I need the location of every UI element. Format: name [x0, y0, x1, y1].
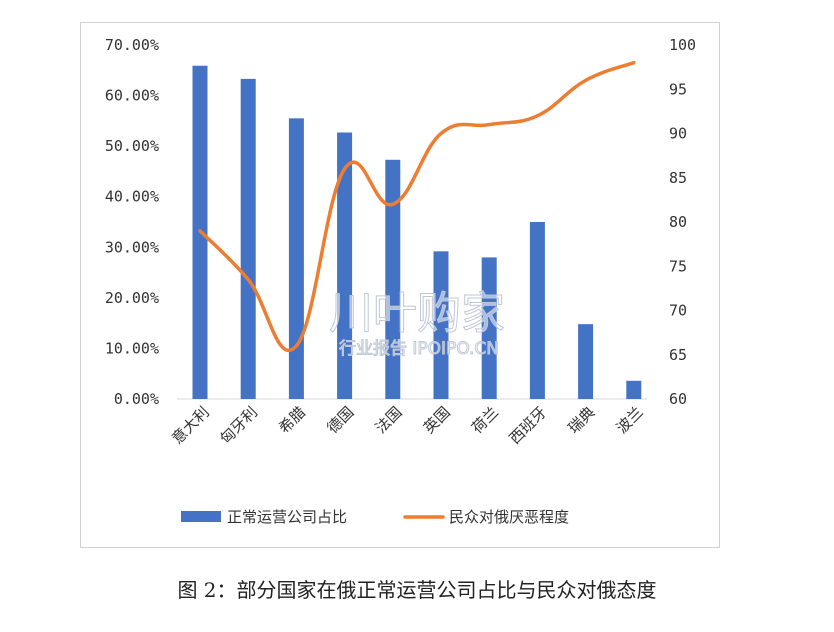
y-right-tick-label: 100 [669, 36, 696, 54]
combo-chart: 0.00% 10.00% 20.00% 30.00% 40.00% 50.00% 60.00… [105, 36, 696, 526]
bar [529, 222, 545, 399]
bar [481, 257, 497, 399]
x-category-label: 德国 [323, 403, 357, 437]
y-left-tick-label: 0.00% [114, 390, 159, 408]
y-right-tick-label: 80 [669, 213, 687, 231]
x-category-label: 意大利 [168, 403, 213, 448]
legend-bar-swatch [181, 511, 221, 522]
y-right-tick-label: 85 [669, 169, 687, 187]
watermark: 川叶购家 行业报告 IPOIPO.CN [329, 288, 506, 360]
x-category-label: 西班牙 [506, 403, 551, 448]
x-category-label: 瑞典 [564, 403, 598, 437]
y-left-tick-label: 30.00% [105, 238, 159, 256]
bar [433, 251, 449, 399]
y-left-tick-label: 10.00% [105, 339, 159, 357]
x-category-label: 荷兰 [468, 403, 502, 437]
line-path [198, 60, 636, 352]
bar [385, 159, 401, 399]
y-axis-left: 0.00% 10.00% 20.00% 30.00% 40.00% 50.00% 60.00… [105, 36, 159, 408]
x-category-label: 英国 [420, 403, 454, 437]
y-right-tick-label: 60 [669, 390, 687, 408]
watermark-sub-text: 行业报告 IPOIPO.CN [339, 339, 499, 359]
y-right-tick-label: 90 [669, 125, 687, 143]
y-axis-right: 60 65 70 75 80 85 90 95 100 [669, 36, 696, 408]
legend-line-label: 民众对俄厌恶程度 [449, 508, 569, 526]
figure-caption: 图 2：部分国家在俄正常运营公司占比与民众对俄态度 [177, 578, 657, 602]
y-left-tick-label: 70.00% [105, 36, 159, 54]
watermark-logo-text: 川叶购家 [329, 288, 505, 339]
x-category-label: 波兰 [613, 403, 647, 437]
bar [626, 380, 642, 399]
y-left-tick-label: 40.00% [105, 188, 159, 206]
bar [288, 118, 304, 399]
y-left-tick-label: 20.00% [105, 289, 159, 307]
chart-frame: 0.00% 10.00% 20.00% 30.00% 40.00% 50.00% 60.00… [80, 22, 720, 548]
bar [240, 78, 256, 399]
y-right-tick-label: 75 [669, 257, 687, 275]
y-left-tick-label: 60.00% [105, 87, 159, 105]
y-right-tick-label: 65 [669, 346, 687, 364]
x-category-label: 法国 [372, 403, 406, 437]
x-axis-categories: 意大利 匈牙利 希腊 德国 法国 英国 荷兰 西班牙 瑞典 波兰 [168, 403, 646, 448]
bar [578, 324, 594, 399]
bar-series [192, 65, 642, 399]
legend: 正常运营公司占比 民众对俄厌恶程度 [181, 508, 569, 526]
x-category-label: 匈牙利 [216, 403, 261, 448]
bar [337, 132, 353, 399]
line-series [198, 60, 636, 352]
x-category-label: 希腊 [275, 403, 309, 437]
legend-bar-label: 正常运营公司占比 [227, 508, 347, 526]
y-right-tick-label: 70 [669, 302, 687, 320]
y-left-tick-label: 50.00% [105, 137, 159, 155]
y-right-tick-label: 95 [669, 80, 687, 98]
